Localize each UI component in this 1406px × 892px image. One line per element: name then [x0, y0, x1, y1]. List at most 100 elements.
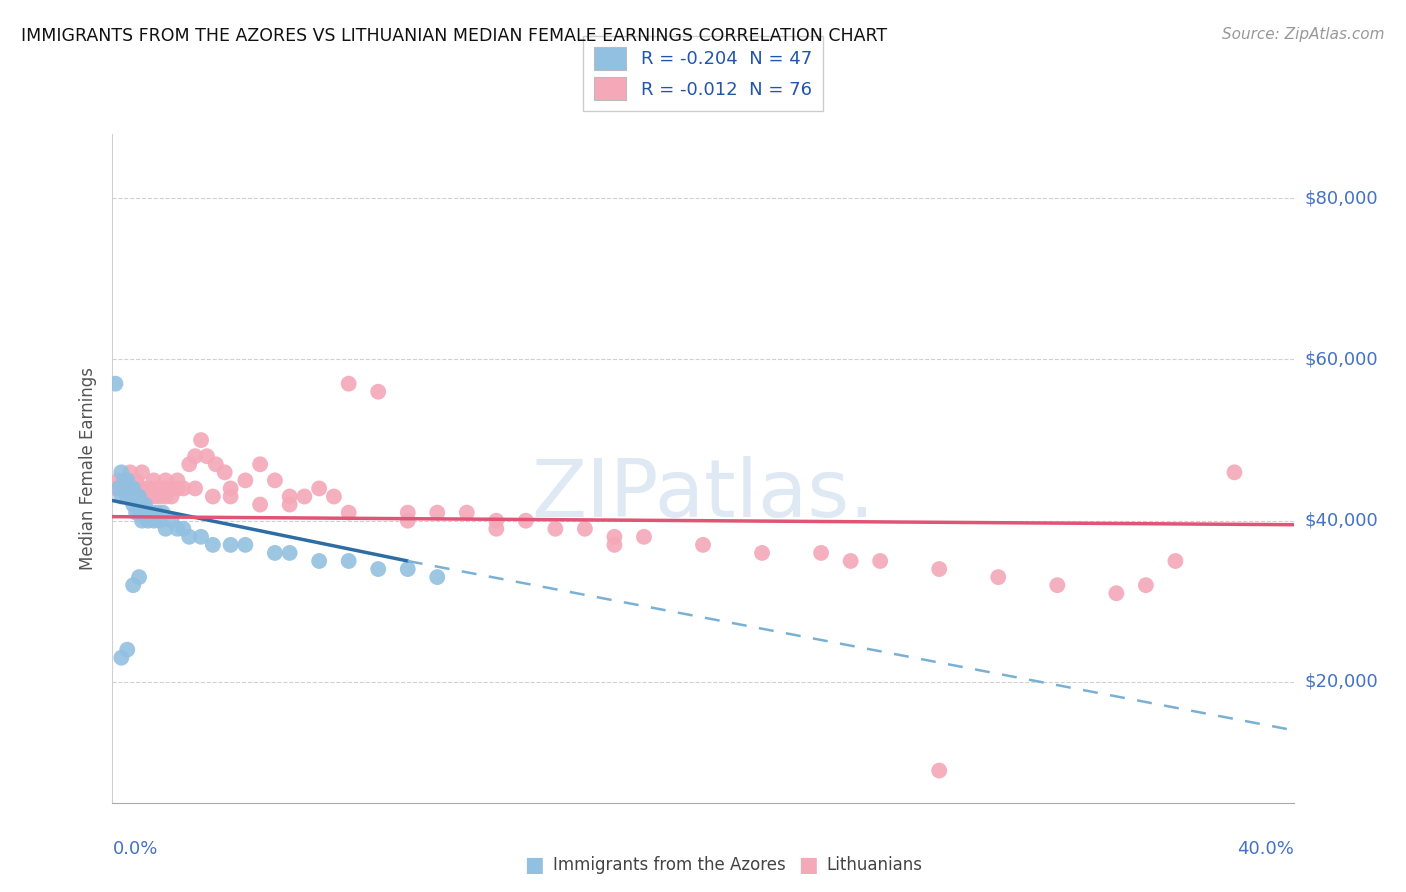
Point	[1046, 578, 1069, 592]
Point	[323, 490, 346, 504]
Point	[201, 490, 224, 504]
Point	[117, 474, 138, 488]
Point	[110, 482, 132, 496]
Point	[172, 482, 194, 496]
Point	[184, 482, 207, 496]
Point	[426, 506, 449, 520]
Point	[278, 490, 301, 504]
Point	[128, 490, 150, 504]
Point	[928, 562, 950, 576]
Point	[928, 764, 950, 778]
Point	[515, 514, 537, 528]
Point	[131, 514, 153, 528]
Point	[485, 514, 508, 528]
Text: 0.0%: 0.0%	[112, 839, 157, 857]
Point	[110, 490, 132, 504]
Point	[142, 474, 165, 488]
Point	[104, 482, 127, 496]
Text: $20,000: $20,000	[1305, 673, 1378, 691]
Point	[396, 506, 419, 520]
Text: $60,000: $60,000	[1305, 351, 1378, 368]
Text: $80,000: $80,000	[1305, 189, 1378, 207]
Point	[112, 474, 135, 488]
Point	[125, 474, 148, 488]
Point	[839, 554, 862, 568]
Point	[146, 506, 169, 520]
Point	[190, 530, 212, 544]
Point	[128, 506, 150, 520]
Point	[233, 474, 256, 488]
Point	[367, 384, 389, 399]
Point	[1105, 586, 1128, 600]
Point	[337, 554, 360, 568]
Point	[179, 530, 201, 544]
Point	[166, 474, 188, 488]
Point	[603, 538, 626, 552]
Point	[367, 562, 389, 576]
Point	[136, 490, 159, 504]
Text: ■: ■	[524, 855, 544, 875]
Point	[139, 506, 162, 520]
Point	[155, 522, 177, 536]
Point	[155, 474, 177, 488]
Point	[125, 490, 148, 504]
Point	[308, 482, 330, 496]
Point	[214, 466, 236, 480]
Point	[122, 482, 145, 496]
Point	[117, 482, 138, 496]
Point	[107, 474, 129, 488]
Point	[692, 538, 714, 552]
Point	[308, 554, 330, 568]
Point	[155, 490, 177, 504]
Point	[125, 506, 148, 520]
Point	[160, 514, 183, 528]
Point	[184, 449, 207, 463]
Point	[201, 538, 224, 552]
Point	[426, 570, 449, 584]
Point	[152, 482, 174, 496]
Point	[278, 546, 301, 560]
Point	[166, 482, 188, 496]
Point	[149, 490, 172, 504]
Point	[120, 482, 142, 496]
Point	[544, 522, 567, 536]
Point	[205, 457, 228, 471]
Point	[633, 530, 655, 544]
Text: Immigrants from the Azores: Immigrants from the Azores	[553, 856, 786, 874]
Text: 40.0%: 40.0%	[1237, 839, 1294, 857]
Point	[117, 642, 138, 657]
Point	[1223, 466, 1246, 480]
Point	[249, 498, 271, 512]
Point	[110, 466, 132, 480]
Text: IMMIGRANTS FROM THE AZORES VS LITHUANIAN MEDIAN FEMALE EARNINGS CORRELATION CHAR: IMMIGRANTS FROM THE AZORES VS LITHUANIAN…	[21, 27, 887, 45]
Point	[751, 546, 773, 560]
Point	[292, 490, 315, 504]
Point	[278, 498, 301, 512]
Point	[131, 498, 153, 512]
Point	[120, 482, 142, 496]
Point	[122, 578, 145, 592]
Point	[190, 433, 212, 447]
Point	[1135, 578, 1157, 592]
Point	[139, 482, 162, 496]
Point	[337, 506, 360, 520]
Point	[120, 466, 142, 480]
Point	[142, 514, 165, 528]
Point	[136, 514, 159, 528]
Text: $40,000: $40,000	[1305, 512, 1378, 530]
Point	[264, 474, 287, 488]
Point	[233, 538, 256, 552]
Point	[456, 506, 478, 520]
Point	[112, 474, 135, 488]
Point	[869, 554, 891, 568]
Text: ZIPatlas.: ZIPatlas.	[531, 456, 875, 534]
Point	[264, 546, 287, 560]
Point	[122, 482, 145, 496]
Point	[1164, 554, 1187, 568]
Point	[810, 546, 832, 560]
Point	[122, 498, 145, 512]
Point	[131, 466, 153, 480]
Point	[249, 457, 271, 471]
Text: Lithuanians: Lithuanians	[827, 856, 922, 874]
Point	[120, 490, 142, 504]
